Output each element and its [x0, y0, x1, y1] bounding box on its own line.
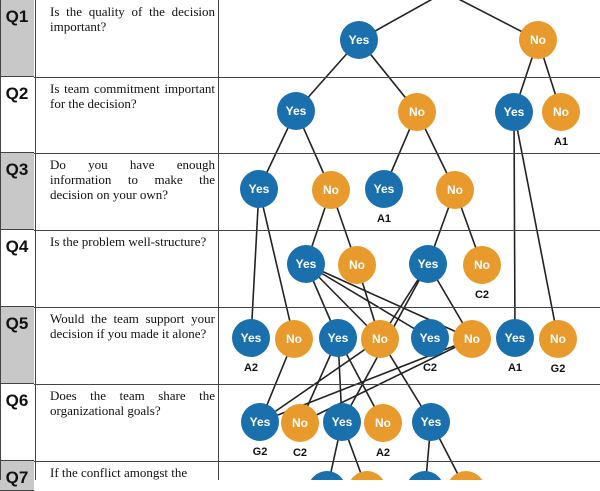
- node-q2c: [495, 93, 533, 131]
- node-label-q4a: Yes: [296, 257, 317, 271]
- node-label-q4b: No: [349, 258, 365, 272]
- question-id-q5: Q5: [0, 307, 34, 384]
- node-label-q5e: Yes: [420, 331, 441, 345]
- edge-q2c-q5g: [513, 111, 516, 339]
- question-id-q4: Q4: [0, 230, 34, 307]
- node-q5b: [275, 320, 313, 358]
- node-label-q5b: No: [286, 332, 302, 346]
- question-id-q3: Q3: [0, 153, 34, 230]
- question-id-q1: Q1: [0, 0, 34, 77]
- node-q7d: [449, 471, 483, 480]
- node-label-q5g: Yes: [505, 331, 526, 345]
- edge-q5d-q6a: [259, 338, 381, 423]
- decision-tree-svg: Yes No Yes No Yes No A1 Yes No Yes A1 No Yes No Yes No C…: [232, 0, 580, 480]
- outcome-label-q3c: A1: [377, 213, 391, 225]
- node-label-q6d: No: [375, 416, 391, 430]
- question-id-q7: Q7: [0, 461, 34, 491]
- row-divider: [0, 307, 600, 308]
- row-divider: [0, 230, 600, 231]
- node-q4b: [338, 246, 376, 284]
- node-q2a: [277, 92, 315, 130]
- question-text-q4: Is the problem well-structure?: [50, 234, 207, 249]
- node-q4c: [409, 245, 447, 283]
- node-label-q4c: Yes: [418, 257, 439, 271]
- outcome-label-q5g: A1: [508, 362, 522, 374]
- node-label-q2a: Yes: [286, 104, 307, 118]
- edge-q3a-q5a: [250, 188, 260, 339]
- node-q7c: [408, 471, 442, 480]
- question-text-q1: Is the quality of the decision important…: [50, 4, 215, 34]
- question-id-q6: Q6: [0, 384, 34, 461]
- node-label-q6a: Yes: [250, 415, 271, 429]
- node-q5h: [539, 320, 577, 358]
- node-label-q3d: No: [447, 183, 463, 197]
- node-label-q2d: No: [553, 105, 569, 119]
- node-q7a: [310, 471, 344, 480]
- outcome-label-q5e: C2: [423, 362, 437, 374]
- node-label-q1n: No: [530, 33, 546, 47]
- node-label-q3c: Yes: [374, 182, 395, 196]
- node-label-q2c: Yes: [504, 105, 525, 119]
- node-q6d: [364, 404, 402, 442]
- edge-q2c-q5h: [513, 111, 559, 340]
- row-divider: [0, 77, 600, 78]
- outcome-label-q4d: C2: [475, 289, 489, 301]
- node-q3b: [312, 171, 350, 209]
- node-label-q4d: No: [474, 258, 490, 272]
- node-label-q6b: No: [292, 416, 308, 430]
- node-label-q3b: No: [323, 183, 339, 197]
- question-text-q6: Does the team share the organizational g…: [50, 388, 215, 418]
- outcome-label-q6d: A2: [376, 447, 390, 459]
- outcome-label-q6a: G2: [253, 446, 268, 458]
- node-q6c: [323, 403, 361, 441]
- node-q3d: [436, 171, 474, 209]
- node-label-q2b: No: [409, 105, 425, 119]
- node-q1y: [340, 21, 378, 59]
- outcome-label-q2d: A1: [554, 136, 568, 148]
- node-label-q6e: Yes: [421, 415, 442, 429]
- node-label-q6c: Yes: [332, 415, 353, 429]
- node-q6a: [241, 403, 279, 441]
- outcome-label-q6b: C2: [293, 447, 307, 459]
- question-text-q2: Is team commitment important for the dec…: [50, 81, 215, 111]
- node-label-q5a: Yes: [241, 331, 262, 345]
- column-divider: [35, 0, 36, 480]
- node-q6b: [281, 404, 319, 442]
- node-q5a: [232, 319, 270, 357]
- node-q2b: [398, 93, 436, 131]
- node-q6e: [412, 403, 450, 441]
- node-q1n: [519, 21, 557, 59]
- question-text-q7: If the conflict amongst the: [50, 465, 188, 480]
- node-q5d: [361, 320, 399, 358]
- node-label-q5c: Yes: [328, 331, 349, 345]
- node-q5g: [496, 319, 534, 357]
- node-label-q5f: No: [464, 332, 480, 346]
- column-divider: [218, 0, 219, 480]
- outcome-label-q5a: A2: [244, 362, 258, 374]
- node-q5f: [453, 320, 491, 358]
- outcome-label-q5h: G2: [551, 363, 566, 375]
- node-label-q3a: Yes: [249, 182, 270, 196]
- row-divider: [0, 384, 600, 385]
- edge-q3a-q5b: [258, 188, 295, 340]
- row-divider: [0, 461, 600, 462]
- node-q4d: [463, 246, 501, 284]
- row-divider: [0, 153, 600, 154]
- question-id-q2: Q2: [0, 77, 34, 153]
- node-q4a: [287, 245, 325, 283]
- node-q3c: [365, 170, 403, 208]
- node-q5e: [411, 319, 449, 357]
- node-label-q5h: No: [550, 332, 566, 346]
- node-label-q5d: No: [372, 332, 388, 346]
- node-label-q1y: Yes: [349, 33, 370, 47]
- decision-tree-diagram: Yes No Yes No Yes No A1 Yes No Yes A1 No Yes No Yes No C…: [232, 0, 580, 480]
- node-q2d: [542, 93, 580, 131]
- question-text-q5: Would the team support your decision if …: [50, 311, 215, 341]
- node-q3a: [240, 170, 278, 208]
- question-text-q3: Do you have enough information to make t…: [50, 157, 215, 202]
- node-q7b: [350, 471, 384, 480]
- column-divider: [0, 0, 1, 480]
- node-q5c: [319, 319, 357, 357]
